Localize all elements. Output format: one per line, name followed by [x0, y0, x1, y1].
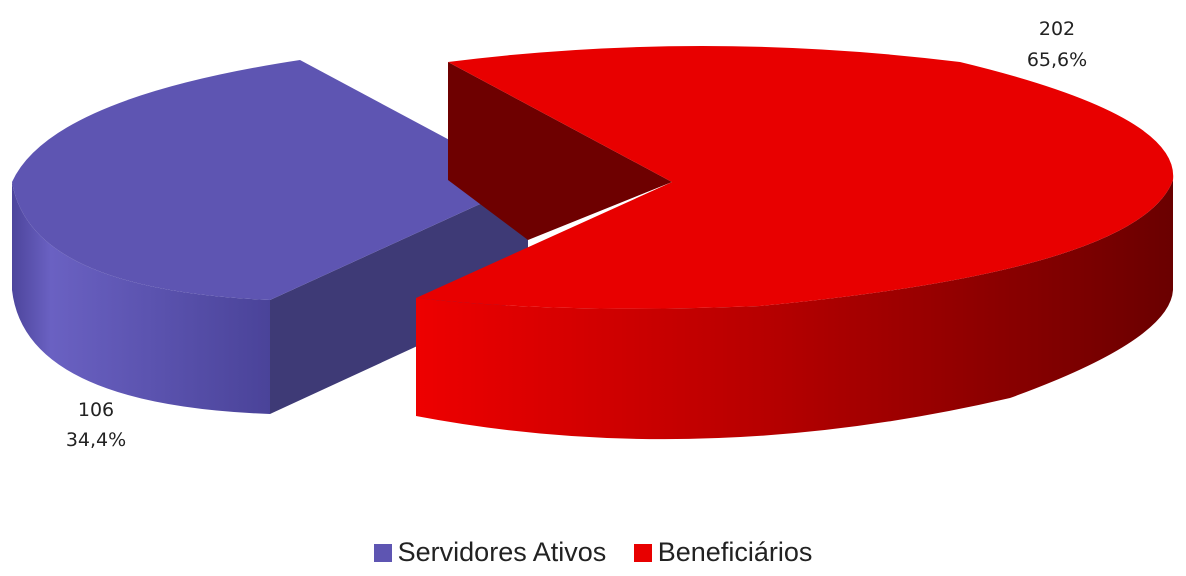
data-label-beneficiarios-percent: 65,6%	[1027, 49, 1087, 71]
legend-item-servidores-ativos: Servidores Ativos	[374, 537, 607, 568]
data-label-servidores-ativos-percent: 34,4%	[66, 429, 126, 451]
slice-beneficiarios	[416, 46, 1173, 439]
data-label-servidores-ativos-value: 106	[78, 399, 114, 421]
legend-label-beneficiarios: Beneficiários	[658, 537, 813, 567]
legend: Servidores Ativos Beneficiários	[0, 536, 1186, 568]
legend-swatch-servidores-ativos	[374, 544, 392, 562]
data-label-beneficiarios-value: 202	[1039, 18, 1075, 40]
legend-item-beneficiarios: Beneficiários	[634, 537, 813, 568]
legend-swatch-beneficiarios	[634, 544, 652, 562]
legend-label-servidores-ativos: Servidores Ativos	[398, 537, 607, 567]
